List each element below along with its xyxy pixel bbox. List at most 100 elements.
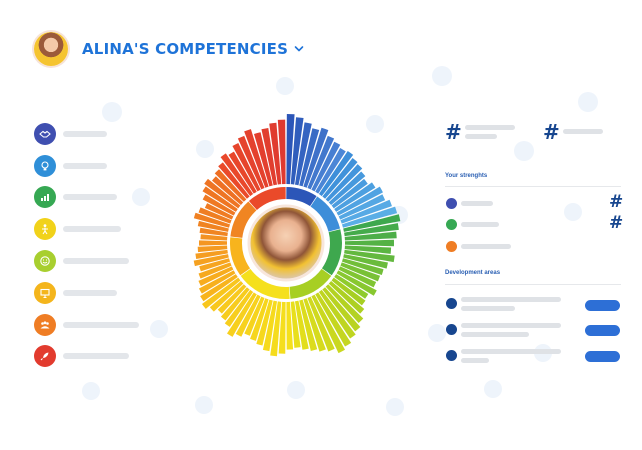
- category-label-placeholder: [63, 353, 129, 359]
- competency-bar: [290, 117, 304, 185]
- competency-bar: [344, 223, 399, 237]
- competency-category-item[interactable]: [34, 155, 107, 177]
- competency-bar: [334, 274, 369, 299]
- handshake-icon: [34, 123, 56, 145]
- category-label-placeholder: [63, 131, 107, 137]
- competency-bar: [328, 171, 366, 205]
- category-label-placeholder: [63, 322, 139, 328]
- development-dot: [446, 298, 457, 309]
- competency-bar: [237, 135, 265, 190]
- profile-header[interactable]: ALINA'S COMPETENCIES: [34, 32, 304, 66]
- competency-bar: [286, 301, 294, 350]
- competency-ring-segment: [310, 196, 341, 232]
- rocket-icon: [34, 345, 56, 367]
- competency-bar: [197, 220, 229, 232]
- competency-bar: [200, 234, 228, 241]
- competency-bar: [198, 270, 236, 294]
- bg-bubble: [432, 66, 452, 86]
- competency-category-item[interactable]: [34, 345, 129, 367]
- chevron-down-icon[interactable]: [294, 44, 304, 54]
- bg-bubble: [196, 140, 214, 158]
- bg-bubble: [132, 188, 150, 206]
- competency-bar: [198, 266, 234, 287]
- competency-bar: [328, 281, 365, 314]
- divider: [445, 284, 621, 285]
- competency-bar: [299, 128, 320, 187]
- competency-category-item[interactable]: [34, 314, 139, 336]
- competency-category-item[interactable]: [34, 250, 129, 272]
- competency-bar: [344, 239, 394, 247]
- competency-bar: [250, 298, 269, 341]
- bg-bubble: [484, 380, 502, 398]
- competency-bar: [338, 194, 386, 220]
- placeholder-bar: [563, 129, 603, 134]
- competency-ring-segment: [248, 187, 286, 211]
- competency-bar: [307, 296, 335, 352]
- category-label-placeholder: [63, 163, 107, 169]
- placeholder-bar: [465, 125, 515, 130]
- development-heading: Development areas: [445, 270, 501, 276]
- development-dot: [446, 324, 457, 335]
- competency-bar: [217, 284, 247, 314]
- competency-bar: [204, 178, 241, 209]
- competency-bar: [311, 141, 341, 192]
- placeholder-bar: [461, 332, 529, 337]
- competency-bar: [212, 176, 244, 205]
- bg-bubble: [82, 382, 100, 400]
- competency-category-item[interactable]: [34, 218, 121, 240]
- competency-bar: [343, 214, 401, 232]
- strength-hash: #: [609, 213, 624, 233]
- competency-bar: [199, 240, 228, 246]
- placeholder-bar: [461, 323, 561, 328]
- bg-bubble: [366, 115, 384, 133]
- page-title: ALINA'S COMPETENCIES: [82, 40, 289, 58]
- competency-category-item[interactable]: [34, 123, 107, 145]
- competency-bar: [294, 122, 312, 186]
- competency-bar: [331, 178, 368, 209]
- competency-bar: [228, 151, 257, 194]
- competency-bar: [218, 162, 250, 199]
- growth-chart-icon: [34, 186, 56, 208]
- competency-category-item[interactable]: [34, 282, 117, 304]
- development-action-button[interactable]: [585, 351, 620, 362]
- avatar: [34, 32, 68, 66]
- category-label-placeholder: [63, 258, 129, 264]
- placeholder-bar: [461, 349, 561, 354]
- bg-bubble: [150, 320, 168, 338]
- competency-bar: [193, 254, 229, 267]
- competency-bar: [315, 147, 346, 194]
- competency-bar: [227, 292, 257, 337]
- development-action-button[interactable]: [585, 325, 620, 336]
- bg-bubble: [287, 381, 305, 399]
- bg-bubble: [276, 77, 294, 95]
- strength-hash: #: [609, 192, 624, 212]
- competency-bar: [195, 249, 228, 259]
- strength-dot: [446, 219, 457, 230]
- competency-ring-segment: [289, 268, 332, 299]
- bg-bubble: [195, 396, 213, 414]
- competency-bar: [262, 300, 278, 352]
- category-label-placeholder: [63, 226, 121, 232]
- competency-bar: [199, 227, 228, 237]
- competency-bar: [200, 274, 238, 302]
- placeholder-bar: [465, 134, 497, 139]
- development-action-button[interactable]: [585, 300, 620, 311]
- presentation-icon: [34, 282, 56, 304]
- competency-bar: [336, 186, 383, 216]
- competency-bar: [334, 182, 376, 212]
- competency-bar: [202, 194, 236, 216]
- competency-bar: [261, 127, 278, 186]
- strengths-heading: Your strenghts: [445, 173, 488, 179]
- competency-bar: [318, 150, 354, 197]
- competency-bar: [209, 281, 244, 312]
- competency-bar: [325, 164, 363, 202]
- center-profile-photo: [247, 204, 325, 282]
- competency-category-item[interactable]: [34, 186, 117, 208]
- competency-bar: [344, 249, 395, 263]
- competency-bar: [193, 212, 231, 228]
- competency-bar: [198, 262, 232, 279]
- development-dot: [446, 350, 457, 361]
- competency-radial-chart: [193, 114, 401, 357]
- competency-bar: [286, 114, 295, 185]
- competency-bar: [278, 301, 286, 354]
